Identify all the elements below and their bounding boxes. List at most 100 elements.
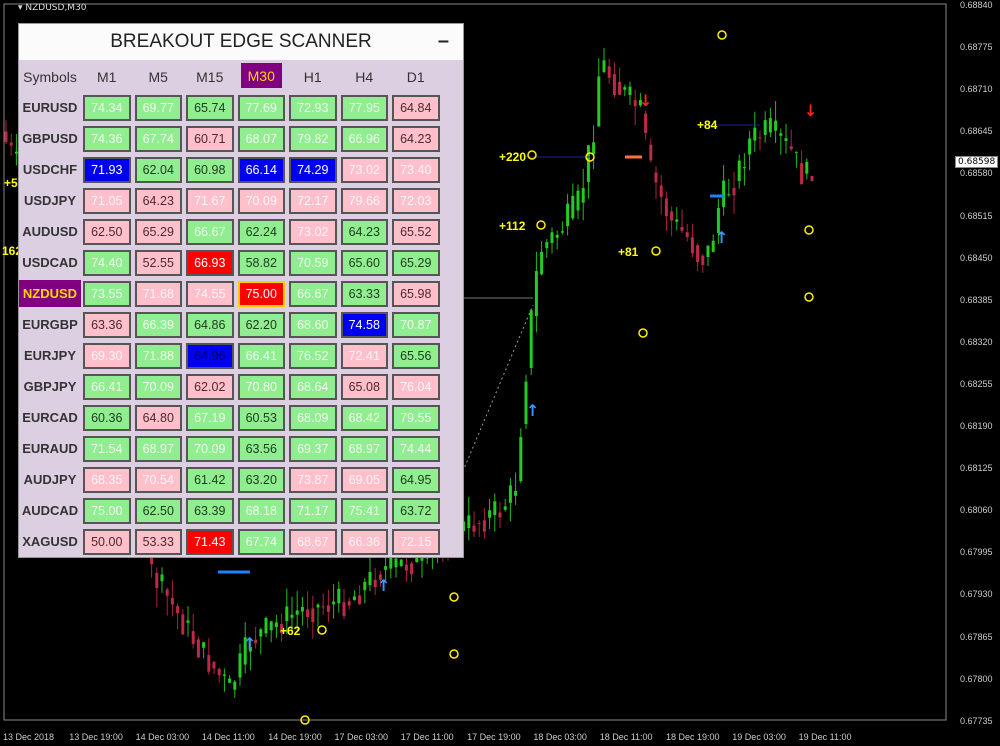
symbol-audcad[interactable]: AUDCAD — [21, 503, 79, 518]
scanner-cell[interactable]: 74.36 — [83, 126, 131, 152]
symbol-eurgbp[interactable]: EURGBP — [22, 317, 78, 332]
scanner-cell[interactable]: 64.23 — [340, 219, 388, 245]
scanner-cell[interactable]: 70.87 — [392, 312, 440, 338]
scanner-cell[interactable]: 63.36 — [83, 312, 131, 338]
symbol-gbpusd[interactable]: GBPUSD — [22, 131, 78, 146]
scanner-cell[interactable]: 68.42 — [340, 405, 388, 431]
scanner-cell[interactable]: 68.35 — [83, 467, 131, 493]
scanner-cell[interactable]: 74.44 — [392, 436, 440, 462]
scanner-cell[interactable]: 62.50 — [83, 219, 131, 245]
scanner-cell[interactable]: 65.56 — [392, 343, 440, 369]
scanner-cell[interactable]: 73.40 — [392, 157, 440, 183]
scanner-cell[interactable]: 76.52 — [289, 343, 337, 369]
scanner-cell[interactable]: 71.43 — [186, 529, 234, 555]
scanner-cell[interactable]: 65.74 — [186, 95, 234, 121]
scanner-cell[interactable]: 64.84 — [392, 95, 440, 121]
scanner-cell[interactable]: 66.41 — [83, 374, 131, 400]
scanner-cell[interactable]: 72.41 — [340, 343, 388, 369]
scanner-cell[interactable]: 64.86 — [186, 312, 234, 338]
symbol-gbpjpy[interactable]: GBPJPY — [23, 379, 77, 394]
scanner-cell[interactable]: 74.40 — [83, 250, 131, 276]
scanner-cell[interactable]: 70.59 — [289, 250, 337, 276]
scanner-panel[interactable]: BREAKOUT EDGE SCANNER – Symbols M1 M5 M15 M3… — [18, 23, 464, 558]
scanner-cell[interactable]: 68.67 — [289, 529, 337, 555]
scanner-cell[interactable]: 68.09 — [289, 405, 337, 431]
scanner-cell[interactable]: 60.36 — [83, 405, 131, 431]
scanner-cell[interactable]: 73.55 — [83, 281, 131, 307]
scanner-cell[interactable]: 64.23 — [134, 188, 182, 214]
scanner-cell[interactable]: 76.04 — [392, 374, 440, 400]
scanner-cell[interactable]: 72.03 — [392, 188, 440, 214]
scanner-cell[interactable]: 75.00 — [237, 281, 285, 307]
scanner-cell[interactable]: 60.53 — [237, 405, 285, 431]
scanner-cell[interactable]: 65.29 — [392, 250, 440, 276]
scanner-cell[interactable]: 58.82 — [237, 250, 285, 276]
scanner-cell[interactable]: 66.41 — [237, 343, 285, 369]
scanner-cell[interactable]: 69.77 — [134, 95, 182, 121]
scanner-cell[interactable]: 74.34 — [83, 95, 131, 121]
minimize-button[interactable]: – — [437, 30, 449, 52]
scanner-cell[interactable]: 60.71 — [186, 126, 234, 152]
scanner-cell[interactable]: 72.15 — [392, 529, 440, 555]
scanner-cell[interactable]: 71.68 — [134, 281, 182, 307]
scanner-cell[interactable]: 66.39 — [134, 312, 182, 338]
scanner-cell[interactable]: 75.41 — [340, 498, 388, 524]
symbol-audjpy[interactable]: AUDJPY — [23, 472, 77, 487]
scanner-cell[interactable]: 66.96 — [340, 126, 388, 152]
scanner-cell[interactable]: 67.74 — [237, 529, 285, 555]
symbol-nzdusd[interactable]: NZDUSD — [19, 280, 81, 307]
scanner-cell[interactable]: 72.17 — [289, 188, 337, 214]
symbol-euraud[interactable]: EURAUD — [22, 441, 78, 456]
scanner-cell[interactable]: 77.69 — [237, 95, 285, 121]
scanner-cell[interactable]: 66.14 — [237, 157, 285, 183]
symbol-eurusd[interactable]: EURUSD — [22, 100, 78, 115]
scanner-cell[interactable]: 71.54 — [83, 436, 131, 462]
scanner-cell[interactable]: 70.09 — [237, 188, 285, 214]
scanner-cell[interactable]: 70.80 — [237, 374, 285, 400]
timeframe-header-m5[interactable]: M5 — [148, 68, 168, 85]
scanner-cell[interactable]: 66.93 — [186, 250, 234, 276]
scanner-cell[interactable]: 71.05 — [83, 188, 131, 214]
scanner-cell[interactable]: 64.23 — [392, 126, 440, 152]
scanner-cell[interactable]: 66.67 — [186, 219, 234, 245]
scanner-cell[interactable]: 68.97 — [134, 436, 182, 462]
scanner-cell[interactable]: 68.64 — [289, 374, 337, 400]
scanner-cell[interactable]: 70.09 — [134, 374, 182, 400]
scanner-cell[interactable]: 79.55 — [392, 405, 440, 431]
symbol-usdchf[interactable]: USDCHF — [22, 162, 78, 177]
scanner-cell[interactable]: 65.52 — [392, 219, 440, 245]
scanner-cell[interactable]: 63.72 — [392, 498, 440, 524]
scanner-cell[interactable]: 63.20 — [237, 467, 285, 493]
scanner-cell[interactable]: 70.54 — [134, 467, 182, 493]
scanner-cell[interactable]: 65.98 — [392, 281, 440, 307]
scanner-cell[interactable]: 68.97 — [340, 436, 388, 462]
scanner-cell[interactable]: 62.24 — [237, 219, 285, 245]
scanner-title-bar[interactable]: BREAKOUT EDGE SCANNER – — [19, 24, 463, 60]
scanner-cell[interactable]: 77.95 — [340, 95, 388, 121]
scanner-cell[interactable]: 69.30 — [83, 343, 131, 369]
scanner-cell[interactable]: 71.93 — [83, 157, 131, 183]
scanner-cell[interactable]: 52.55 — [134, 250, 182, 276]
scanner-cell[interactable]: 64.95 — [392, 467, 440, 493]
scanner-cell[interactable]: 74.58 — [340, 312, 388, 338]
timeframe-header-m15[interactable]: M15 — [196, 68, 224, 85]
symbol-xagusd[interactable]: XAGUSD — [22, 534, 78, 549]
scanner-cell[interactable]: 79.66 — [340, 188, 388, 214]
scanner-cell[interactable]: 62.02 — [186, 374, 234, 400]
scanner-cell[interactable]: 69.05 — [340, 467, 388, 493]
scanner-cell[interactable]: 74.29 — [289, 157, 337, 183]
scanner-cell[interactable]: 72.93 — [289, 95, 337, 121]
scanner-cell[interactable]: 62.50 — [134, 498, 182, 524]
symbol-eurjpy[interactable]: EURJPY — [23, 348, 77, 363]
timeframe-header-d1[interactable]: D1 — [406, 68, 425, 85]
scanner-cell[interactable]: 65.08 — [340, 374, 388, 400]
symbol-audusd[interactable]: AUDUSD — [22, 224, 78, 239]
scanner-cell[interactable]: 68.07 — [237, 126, 285, 152]
scanner-cell[interactable]: 68.60 — [289, 312, 337, 338]
scanner-cell[interactable]: 65.29 — [134, 219, 182, 245]
scanner-cell[interactable]: 53.33 — [134, 529, 182, 555]
scanner-cell[interactable]: 71.88 — [134, 343, 182, 369]
scanner-cell[interactable]: 66.36 — [340, 529, 388, 555]
scanner-cell[interactable]: 73.87 — [289, 467, 337, 493]
timeframe-header-m1[interactable]: M1 — [97, 68, 117, 85]
